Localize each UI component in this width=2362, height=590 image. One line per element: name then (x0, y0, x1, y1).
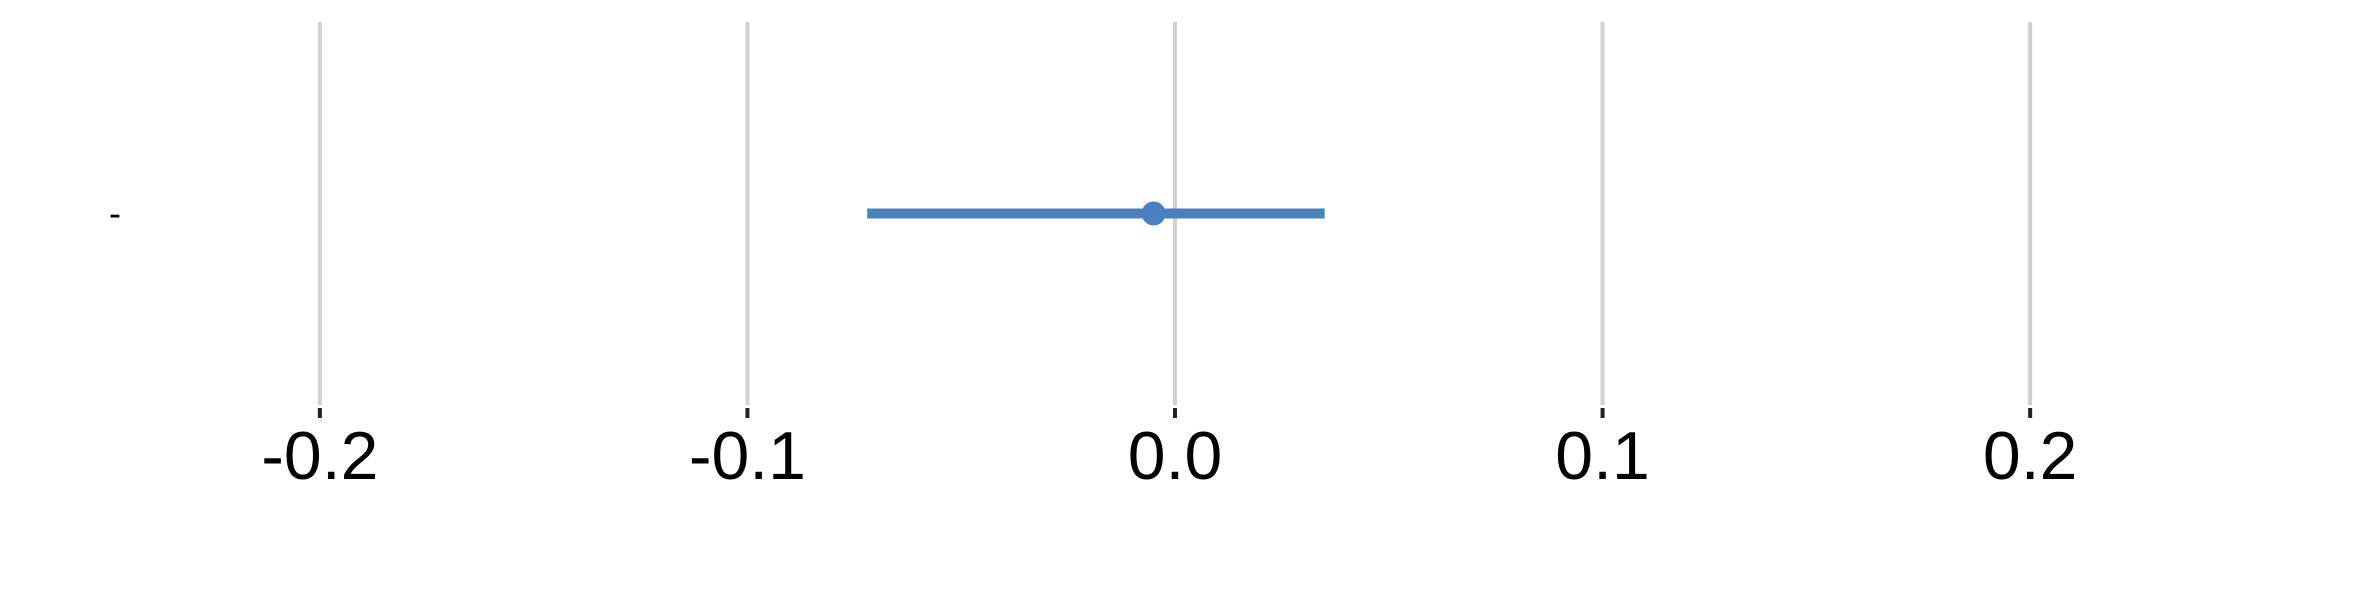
row-label: - (109, 193, 121, 234)
x-tick-label: 0.0 (1128, 418, 1223, 494)
point-estimate (1141, 201, 1166, 226)
row-labels: - (109, 193, 121, 234)
x-tick-label: 0.2 (1983, 418, 2078, 494)
x-tick-label: -0.2 (261, 418, 378, 494)
data-marks (867, 201, 1325, 226)
x-tick-label: -0.1 (689, 418, 806, 494)
x-tick-label: 0.1 (1555, 418, 1650, 494)
x-axis-ticks (317, 408, 2033, 418)
x-axis-tick-labels: -0.2 -0.1 0.0 0.1 0.2 (261, 418, 2077, 494)
